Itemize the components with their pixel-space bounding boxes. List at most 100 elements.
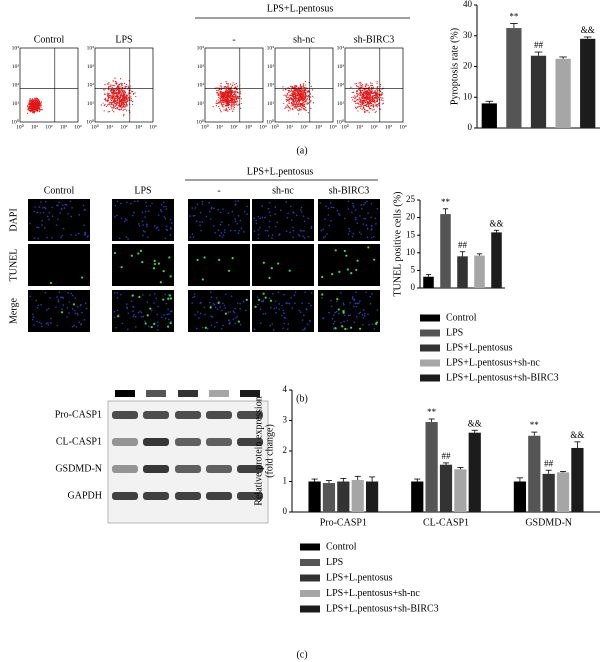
flow-dot bbox=[293, 92, 294, 93]
flow-dot bbox=[111, 92, 112, 93]
flow-dot bbox=[114, 100, 115, 101]
flow-dot bbox=[367, 93, 368, 94]
nucleus bbox=[196, 220, 198, 222]
flow-dot bbox=[370, 96, 371, 97]
flow-dot bbox=[128, 87, 129, 88]
flow-dot bbox=[232, 100, 233, 101]
flow-dot bbox=[364, 92, 365, 93]
flow-dot bbox=[218, 99, 219, 100]
flow-dot bbox=[221, 91, 222, 92]
flow-dot bbox=[107, 96, 108, 97]
flow-tick: 10¹ bbox=[286, 124, 294, 130]
tunel-cell bbox=[277, 262, 279, 264]
flow-dot bbox=[365, 96, 366, 97]
nucleus bbox=[81, 312, 83, 314]
flow-dot bbox=[307, 90, 308, 91]
nucleus bbox=[346, 320, 348, 322]
nucleus bbox=[202, 327, 204, 329]
band bbox=[206, 438, 232, 446]
flow-dot bbox=[296, 93, 297, 94]
nucleus bbox=[133, 212, 135, 214]
flow-dot bbox=[127, 98, 128, 99]
nucleus bbox=[117, 292, 119, 294]
flow-dot bbox=[373, 105, 374, 106]
flow-dot bbox=[232, 111, 233, 112]
flow-dot bbox=[305, 107, 306, 108]
flow-dot bbox=[377, 86, 378, 87]
flow-dot bbox=[106, 106, 107, 107]
nucleus bbox=[286, 201, 288, 203]
flow-dot bbox=[293, 96, 294, 97]
nucleus bbox=[296, 215, 298, 217]
nucleus bbox=[283, 317, 285, 319]
flow-dot bbox=[293, 91, 294, 92]
significance-marker: ** bbox=[509, 12, 519, 22]
flow-dot bbox=[357, 99, 358, 100]
nucleus bbox=[170, 234, 172, 236]
flow-dot bbox=[123, 90, 124, 91]
nucleus bbox=[84, 232, 86, 234]
nucleus bbox=[126, 307, 128, 309]
tunel-cell bbox=[202, 278, 204, 280]
nucleus bbox=[255, 220, 257, 222]
nucleus bbox=[262, 301, 264, 303]
flow-dot bbox=[287, 97, 288, 98]
flow-dot bbox=[234, 99, 235, 100]
nucleus bbox=[303, 215, 305, 217]
flow-dot bbox=[111, 104, 112, 105]
flow-dot bbox=[227, 90, 228, 91]
nucleus bbox=[365, 218, 367, 220]
flow-dot bbox=[292, 109, 293, 110]
nucleus bbox=[367, 212, 369, 214]
nucleus bbox=[157, 329, 159, 331]
y-tick-label: 20 bbox=[406, 212, 416, 222]
nucleus bbox=[57, 299, 59, 301]
bar bbox=[440, 214, 451, 288]
nucleus bbox=[216, 322, 218, 324]
flow-dot bbox=[220, 111, 221, 112]
flow-dot bbox=[101, 104, 102, 105]
nucleus bbox=[142, 235, 144, 237]
flow-dot bbox=[304, 101, 305, 102]
flow-dot bbox=[353, 92, 354, 93]
flow-dot bbox=[120, 109, 121, 110]
nucleus bbox=[163, 314, 165, 316]
flow-dot bbox=[102, 102, 103, 103]
nucleus bbox=[280, 210, 282, 212]
flow-dot bbox=[366, 100, 367, 101]
flow-dot bbox=[364, 111, 365, 112]
nucleus bbox=[156, 298, 158, 300]
tunel-cell bbox=[140, 250, 142, 252]
flow-dot bbox=[300, 105, 301, 106]
flow-dot bbox=[219, 89, 220, 90]
flow-dot bbox=[350, 87, 351, 88]
flow-dot bbox=[227, 97, 228, 98]
flow-dot bbox=[119, 109, 120, 110]
nucleus bbox=[41, 326, 43, 328]
flow-dot bbox=[123, 102, 124, 103]
tunel-cell bbox=[170, 297, 172, 299]
nucleus bbox=[207, 328, 209, 330]
flow-dot bbox=[34, 106, 35, 107]
flow-dot bbox=[283, 95, 284, 96]
flow-dot bbox=[237, 89, 238, 90]
flow-dot bbox=[213, 106, 214, 107]
flow-dot bbox=[382, 100, 383, 101]
nucleus bbox=[201, 203, 203, 205]
flow-dot bbox=[107, 95, 108, 96]
legend-label: LPS+L.pentosus bbox=[446, 342, 513, 353]
micrograph bbox=[112, 199, 174, 241]
bar bbox=[571, 448, 583, 512]
nucleus bbox=[361, 208, 363, 210]
bar bbox=[474, 256, 485, 288]
nucleus bbox=[51, 237, 53, 239]
nucleus bbox=[190, 236, 192, 238]
y-tick-label: 25 bbox=[406, 194, 416, 204]
nucleus bbox=[354, 321, 356, 323]
flow-dot bbox=[373, 87, 374, 88]
flow-dot bbox=[120, 100, 121, 101]
legend-swatch bbox=[420, 375, 440, 382]
nucleus bbox=[135, 316, 137, 318]
tunel-cell bbox=[265, 297, 267, 299]
flow-dot bbox=[233, 104, 234, 105]
